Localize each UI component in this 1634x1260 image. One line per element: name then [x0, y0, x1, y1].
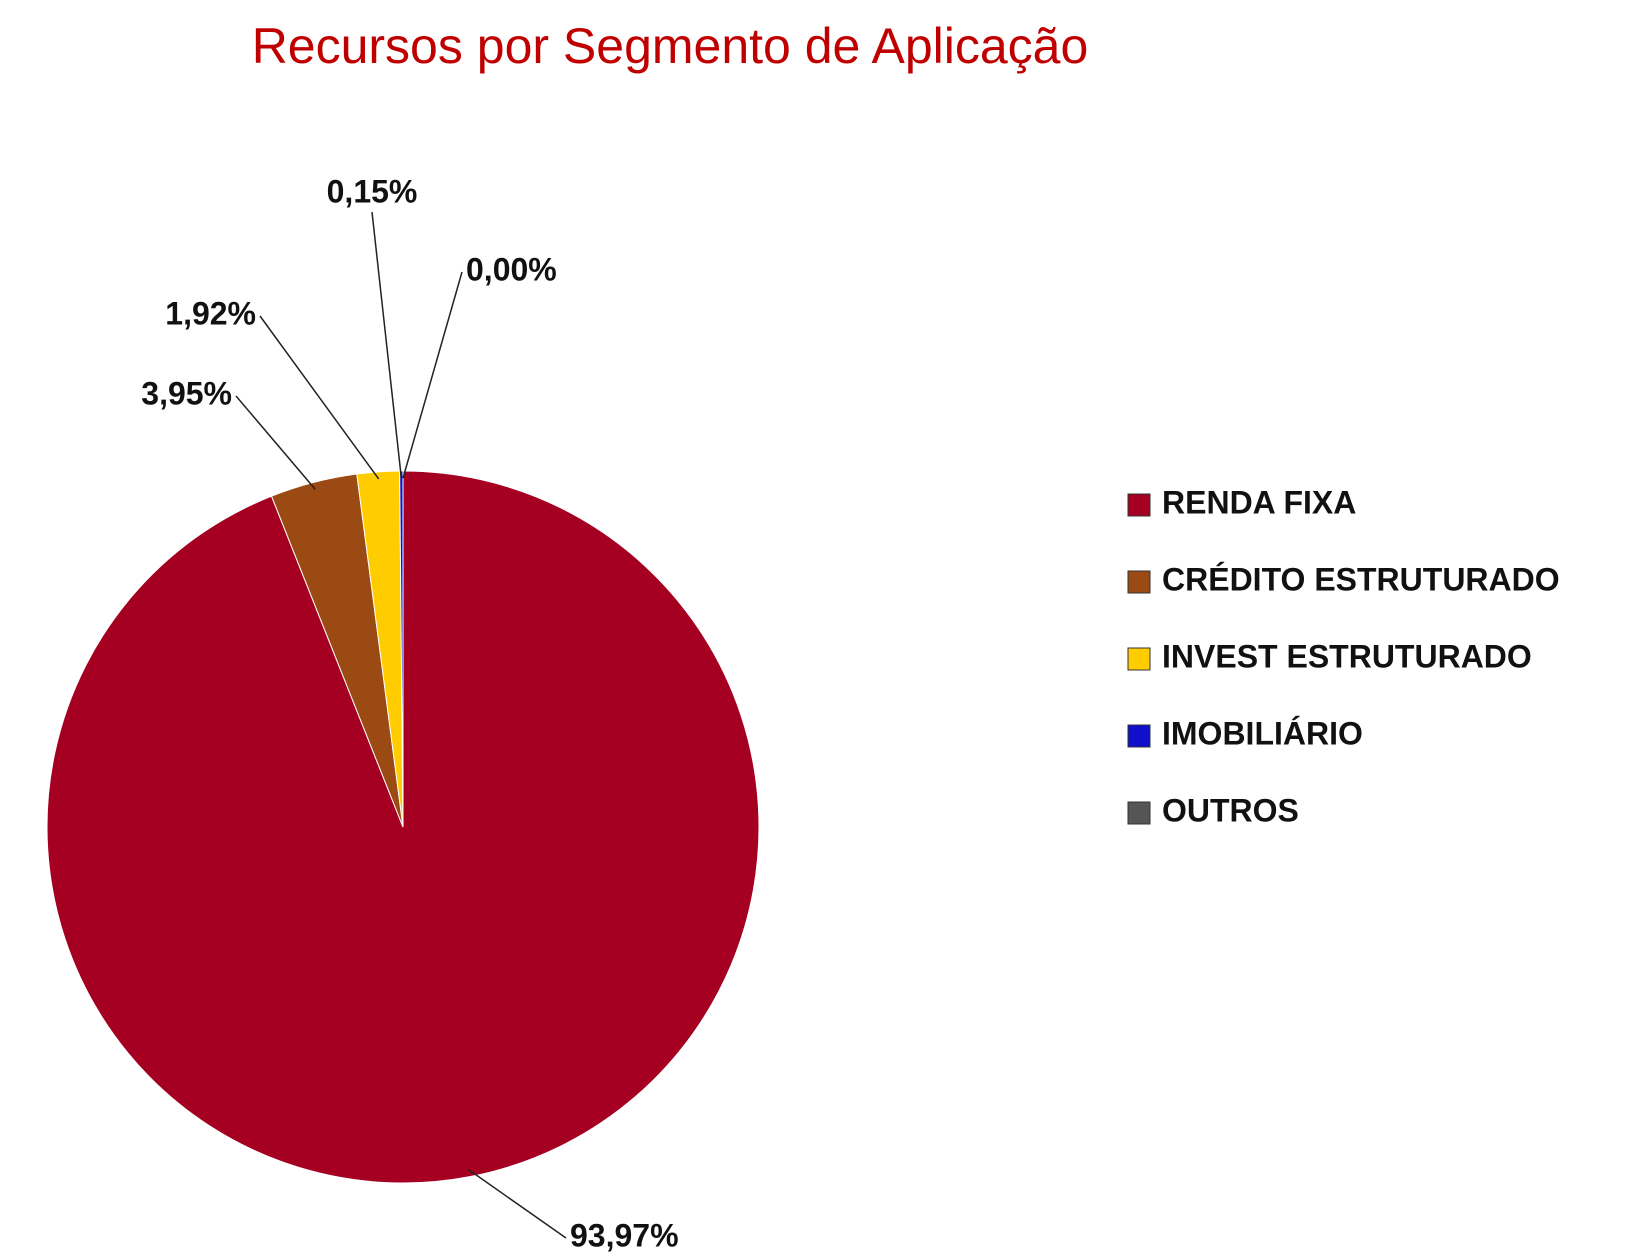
legend-swatch: [1127, 801, 1151, 825]
leader-line: [371, 211, 403, 479]
legend-swatch: [1127, 647, 1151, 671]
data-label: 1,92%: [165, 295, 256, 331]
legend-label: IMOBILIÁRIO: [1162, 715, 1363, 751]
legend-label: RENDA FIXA: [1162, 484, 1356, 520]
legend-label: INVEST ESTRUTURADO: [1162, 638, 1532, 674]
legend-swatch: [1127, 724, 1151, 748]
data-label: 0,00%: [466, 251, 557, 287]
leader-line: [259, 315, 380, 480]
legend-label: OUTROS: [1162, 792, 1299, 828]
data-label: 0,15%: [327, 173, 418, 209]
legend-swatch: [1127, 493, 1151, 517]
chart-title: Recursos por Segmento de Aplicação: [252, 18, 1089, 74]
data-label: 3,95%: [141, 375, 232, 411]
leader-line: [235, 395, 316, 490]
legend-swatch: [1127, 570, 1151, 594]
leader-line: [402, 271, 463, 479]
legend-label: CRÉDITO ESTRUTURADO: [1162, 561, 1560, 597]
data-label: 93,97%: [570, 1217, 679, 1253]
leader-line: [468, 1169, 567, 1239]
